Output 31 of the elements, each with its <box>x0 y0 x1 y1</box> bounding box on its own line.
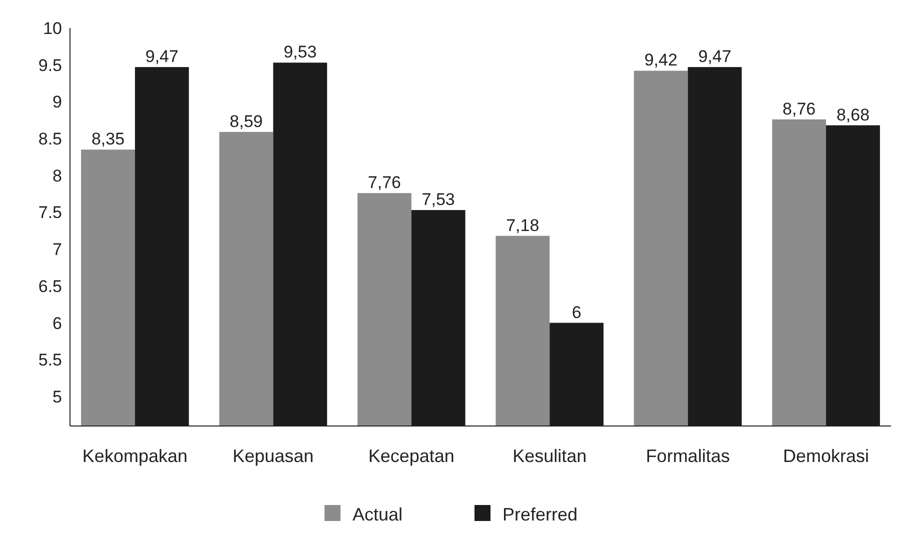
y-tick-label: 7.5 <box>38 203 62 222</box>
data-label: 8,68 <box>836 105 870 124</box>
x-tick-label: Kecepatan <box>368 446 454 466</box>
data-label: 8,35 <box>91 130 125 149</box>
data-label: 8,59 <box>230 112 263 131</box>
y-tick-label: 8.5 <box>38 130 62 149</box>
data-label: 7,18 <box>506 216 540 235</box>
data-label: 7,53 <box>422 190 455 210</box>
y-tick-label: 9.5 <box>38 56 62 75</box>
legend-label: Preferred <box>502 504 578 524</box>
x-tick-label: Demokrasi <box>783 446 870 466</box>
y-tick-label: 5.5 <box>38 350 62 370</box>
data-label: 9,53 <box>284 42 317 62</box>
data-label: 7,76 <box>368 173 401 192</box>
y-tick-label: 6 <box>52 314 62 333</box>
x-tick-label: Kepuasan <box>232 446 314 466</box>
x-tick-label: Kekompakan <box>82 446 188 466</box>
x-tick-label: Formalitas <box>646 446 730 466</box>
data-label: 8,76 <box>782 99 816 118</box>
data-label: 6 <box>572 302 582 322</box>
data-label: 9,42 <box>644 50 678 70</box>
y-tick-label: 5 <box>52 387 62 406</box>
y-tick-label: 9 <box>52 92 62 112</box>
y-tick-label: 7 <box>52 240 62 260</box>
y-tick-label: 10 <box>43 18 62 38</box>
data-label: 9,47 <box>145 47 178 66</box>
data-label: 9,47 <box>698 47 732 66</box>
y-tick-label: 8 <box>52 166 62 186</box>
y-tick-label: 6.5 <box>38 276 62 296</box>
legend-label: Actual <box>352 504 403 524</box>
x-tick-label: Kesulitan <box>512 446 587 466</box>
